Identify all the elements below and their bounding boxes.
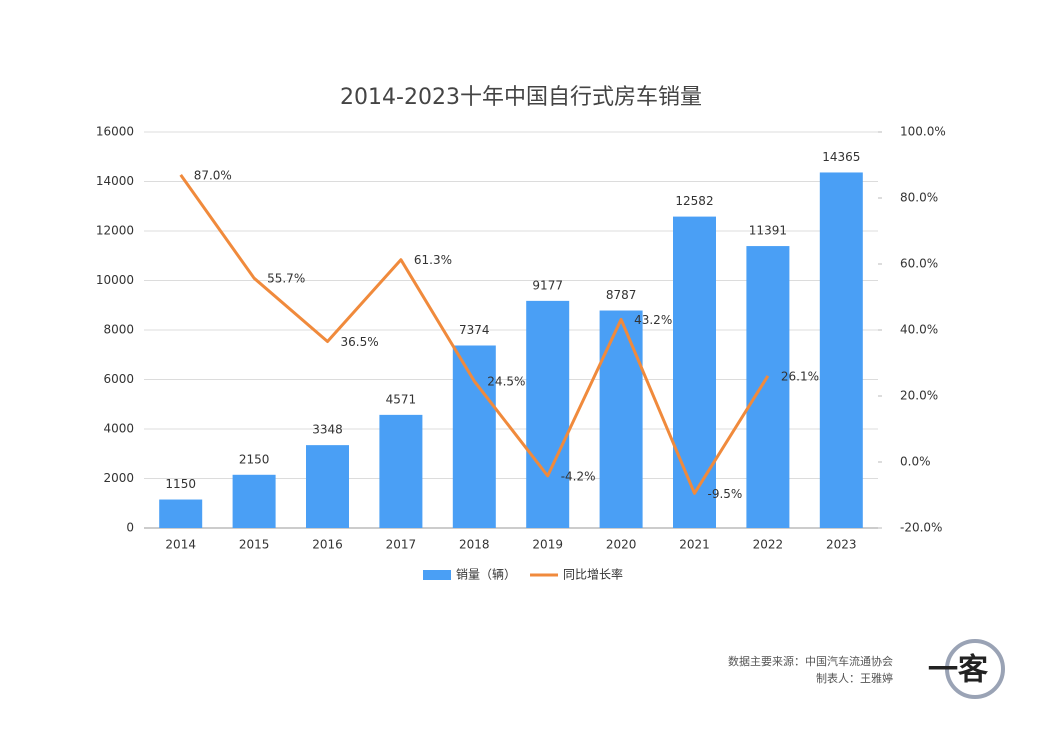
source-note: 数据主要来源：中国汽车流通协会 (728, 654, 893, 668)
legend-swatch (423, 570, 451, 580)
bar-value-label: 7374 (459, 323, 490, 337)
x-tick-label: 2016 (312, 538, 343, 552)
bar-value-label: 9177 (532, 278, 563, 292)
y2-tick-label: 60.0% (900, 257, 938, 271)
bar (379, 414, 423, 528)
y2-tick-label: -20.0% (900, 521, 942, 535)
line-value-label: 24.5% (487, 375, 525, 389)
legend-label: 同比增长率 (563, 567, 623, 582)
y2-tick-label: 100.0% (900, 125, 946, 139)
line-value-label: 43.2% (634, 313, 672, 327)
bar (526, 300, 570, 528)
y2-tick-label: 0.0% (900, 455, 931, 469)
y-tick-label: 4000 (103, 422, 134, 436)
bar-value-label: 2150 (239, 452, 270, 466)
y2-tick-label: 20.0% (900, 389, 938, 403)
bar (159, 499, 203, 528)
line-value-label: 36.5% (341, 335, 379, 349)
line-value-label: 87.0% (194, 168, 232, 182)
legend-label: 销量（辆） (456, 568, 516, 582)
y-tick-label: 8000 (103, 323, 134, 337)
bar-value-label: 12582 (675, 194, 713, 208)
bar (819, 172, 863, 528)
bar-value-label: 14365 (822, 150, 860, 164)
x-tick-label: 2015 (239, 538, 270, 552)
x-tick-label: 2017 (386, 538, 417, 552)
logo-ring (945, 639, 1005, 699)
y-tick-label: 2000 (103, 471, 134, 485)
bar (452, 345, 496, 528)
bar (599, 310, 643, 528)
y-tick-label: 10000 (96, 273, 134, 287)
y2-tick-label: 40.0% (900, 323, 938, 337)
bar-value-label: 11391 (749, 224, 787, 238)
x-tick-label: 2022 (753, 538, 784, 552)
author-note: 制表人：王雅婷 (816, 671, 893, 685)
x-tick-label: 2014 (165, 538, 196, 552)
y2-tick-label: 80.0% (900, 191, 938, 205)
bar-value-label: 3348 (312, 423, 343, 437)
bar (673, 216, 716, 528)
line (179, 174, 770, 495)
x-tick-label: 2018 (459, 538, 490, 552)
bar-value-label: 1150 (165, 477, 196, 491)
y-tick-label: 6000 (103, 372, 134, 386)
line-value-label: 26.1% (781, 369, 819, 383)
bar (746, 246, 790, 528)
x-tick-label: 2021 (679, 538, 710, 552)
x-tick-label: 2019 (532, 538, 563, 552)
y-tick-label: 16000 (96, 125, 134, 139)
y-tick-label: 12000 (96, 224, 134, 238)
line-value-label: 61.3% (414, 253, 452, 267)
line-value-label: -4.2% (561, 469, 596, 483)
x-tick-label: 2020 (606, 538, 637, 552)
line-value-label: 55.7% (267, 272, 305, 286)
line-value-label: -9.5% (708, 487, 743, 501)
y-tick-label: 0 (126, 521, 134, 535)
x-tick-label: 2023 (826, 538, 857, 552)
bar-value-label: 8787 (606, 288, 637, 302)
logo: 一客 (928, 653, 988, 688)
bar (232, 474, 276, 528)
y-tick-label: 14000 (96, 174, 134, 188)
bar-value-label: 4571 (386, 392, 417, 406)
chart-title: 2014-2023十年中国自行式房车销量 (340, 85, 702, 110)
bar (306, 445, 349, 528)
